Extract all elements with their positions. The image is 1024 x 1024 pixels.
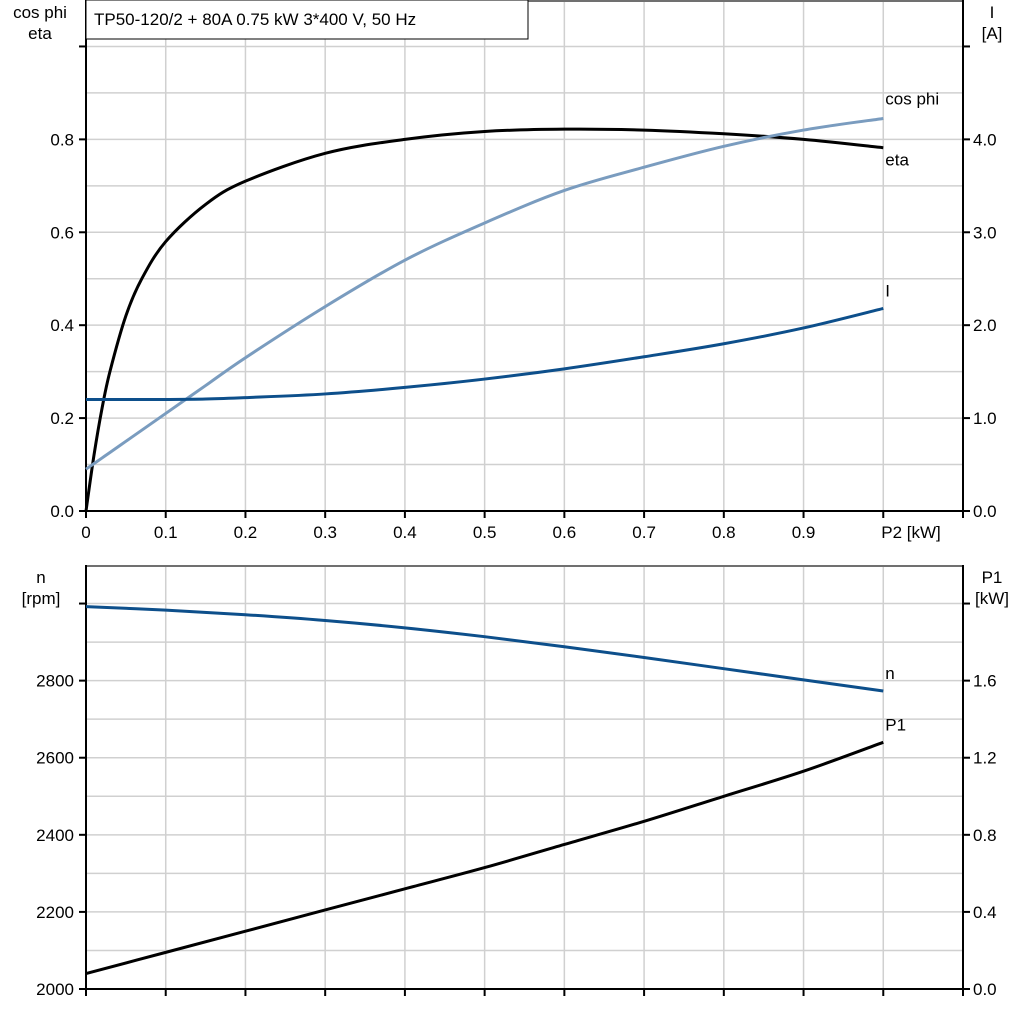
x-tick-label: 0: [81, 523, 90, 542]
series-line-n: [85, 605, 884, 693]
x-tick-label: 0.9: [792, 523, 816, 542]
x-axis-label: P2 [kW]: [881, 523, 941, 542]
y-axis-label-right: [A]: [982, 24, 1003, 43]
y-tick-label-right: 0.0: [973, 502, 997, 521]
y-tick-label-right: 4.0: [973, 130, 997, 149]
series-label-eta: eta: [885, 151, 909, 170]
title-box: [85, 0, 529, 40]
y-tick-label-left: 0.8: [50, 130, 74, 149]
y-tick-label-left: 0.6: [50, 223, 74, 242]
y-axis-label-left: cos phi: [13, 3, 67, 22]
y-tick-label-right: 0.8: [973, 826, 997, 845]
y-tick-label-left: 2600: [36, 749, 74, 768]
y-tick-label-left: 0.0: [50, 502, 74, 521]
y-tick-label-right: 1.6: [973, 672, 997, 691]
y-tick-label-left: 2800: [36, 672, 74, 691]
y-tick-label-left: 2400: [36, 826, 74, 845]
x-tick-label: 0.7: [632, 523, 656, 542]
y-tick-label-left: 0.2: [50, 409, 74, 428]
series-label-p1: P1: [885, 715, 906, 734]
panel-top: 0 0.1 0.2 0.3 0.4 0.5 0.6 0.7 0.8 0.9 P2 [kW] 0.0 0.…: [13, 0, 1002, 542]
series-label-n: n: [885, 664, 894, 683]
y-tick-label-left: 2200: [36, 903, 74, 922]
x-tick-label: 0.2: [234, 523, 258, 542]
y-tick-label-right: 0.0: [973, 980, 997, 999]
y-tick-label-right: 0.4: [973, 903, 997, 922]
x-tick-label: 0.5: [473, 523, 497, 542]
x-tick-label: 0.3: [313, 523, 337, 542]
series-line-i: [86, 307, 884, 402]
x-tick-label: 0.6: [553, 523, 577, 542]
y-axis-label-right: I: [990, 3, 995, 22]
y-tick-label-left: 0.4: [50, 316, 74, 335]
y-axis-label-left: [rpm]: [22, 589, 61, 608]
x-tick-label: 0.1: [154, 523, 178, 542]
y-axis-label-left: eta: [28, 24, 52, 43]
x-tick-label: 0.4: [393, 523, 417, 542]
y-axis-label-right: P1: [982, 568, 1003, 587]
series-line-eta: [84, 127, 884, 512]
series-label-i: I: [885, 281, 890, 300]
x-tick-label: 0.8: [712, 523, 736, 542]
chart-title: TP50-120/2 + 80A 0.75 kW 3*400 V, 50 Hz: [94, 10, 416, 29]
y-axis-label-right: [kW]: [975, 589, 1009, 608]
series-line-cos-phi: [85, 116, 884, 471]
series-label-cos-phi: cos phi: [885, 89, 939, 108]
y-tick-label-left: 2000: [36, 980, 74, 999]
y-tick-label-right: 2.0: [973, 316, 997, 335]
series-line-p1: [85, 740, 884, 976]
panel-bottom: 2000 2200 2400 2600 2800 0.0 0.4 0.8 1.2 1.6 n [rpm…: [22, 565, 1009, 999]
y-axis-label-left: n: [36, 568, 45, 587]
y-tick-label-right: 1.2: [973, 749, 997, 768]
y-tick-label-right: 3.0: [973, 223, 997, 242]
y-tick-label-right: 1.0: [973, 409, 997, 428]
